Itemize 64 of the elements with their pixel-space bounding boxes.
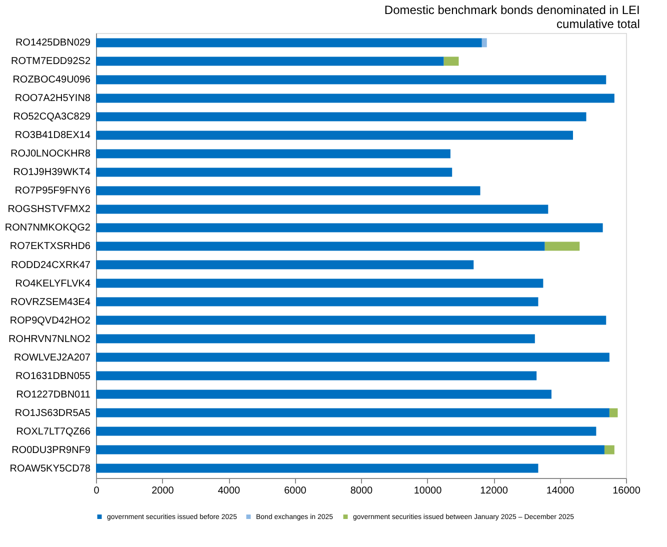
y-tick-label: ROHRVN7NLNO2 xyxy=(8,334,91,345)
y-tick-label: ROWLVEJ2A207 xyxy=(14,352,91,364)
bar xyxy=(96,408,610,418)
y-tick-label: ROZBOC49U096 xyxy=(12,74,91,86)
y-tick-label: ROGSHSTVFMX2 xyxy=(8,204,91,216)
bar xyxy=(96,204,548,214)
bar xyxy=(544,242,580,251)
y-tick-label: RO0DU3PR9NF9 xyxy=(12,444,91,456)
x-tick-label: 4000 xyxy=(218,486,241,496)
y-tick-label: RO1425DBN029 xyxy=(15,38,91,49)
x-tick-label: 8000 xyxy=(350,486,374,496)
y-tick-label: ROP9QVD42HO2 xyxy=(10,315,91,326)
x-tick-label: 16000 xyxy=(612,486,641,496)
y-tick-label: ROJ0LNOCKHR8 xyxy=(10,148,91,160)
y-tick-label: RO52CQA3C829 xyxy=(13,112,91,123)
bar xyxy=(96,297,538,306)
bar xyxy=(96,445,604,454)
y-tick-label: RO4KELYFLVK4 xyxy=(15,278,91,290)
x-tick-label: 2000 xyxy=(152,486,174,496)
y-tick-label: ROTM7EDD92S2 xyxy=(11,56,91,68)
x-tick-label: 14000 xyxy=(546,486,575,496)
bar xyxy=(609,408,618,418)
bar xyxy=(96,94,614,103)
text: cumulative total xyxy=(556,17,640,31)
bar xyxy=(482,38,487,48)
bar xyxy=(96,278,544,288)
bar xyxy=(96,316,606,325)
x-tick-label: 6000 xyxy=(284,486,307,496)
y-tick-label: ROO7A2H5YIN8 xyxy=(14,93,91,104)
x-tick-label: 10000 xyxy=(414,486,442,496)
bar xyxy=(96,426,596,436)
y-tick-label: RO1227DBN011 xyxy=(16,389,91,400)
y-tick-label: ROAW5KY5CD78 xyxy=(10,463,91,474)
bar xyxy=(96,38,482,48)
bar xyxy=(96,464,538,473)
bar xyxy=(96,168,452,177)
bar xyxy=(96,242,545,251)
bar xyxy=(96,56,444,66)
bar xyxy=(604,445,614,454)
y-tick-label: RO7P95F9FNY6 xyxy=(14,186,91,197)
y-tick-label: RO1JS63DR5A5 xyxy=(14,408,91,419)
y-tick-label: RO7EKTXSRHD6 xyxy=(10,241,91,252)
bar xyxy=(96,334,535,344)
y-tick-label: RO1J9H39WKT4 xyxy=(13,167,91,178)
bar xyxy=(96,130,573,140)
bar xyxy=(444,56,459,66)
y-tick-label: RO3B41D8EX14 xyxy=(14,130,91,142)
x-tick-label: 0 xyxy=(94,486,100,496)
x-tick-label: 12000 xyxy=(480,486,508,496)
bar xyxy=(96,260,474,270)
y-tick-label: RO1631DBN055 xyxy=(15,370,91,382)
bar xyxy=(96,186,480,196)
bar xyxy=(96,371,537,380)
y-tick-label: ROVRZSEM43E4 xyxy=(10,296,91,308)
y-tick-label: ROXL7LT7QZ66 xyxy=(16,426,91,438)
bar xyxy=(96,149,450,158)
bar xyxy=(96,223,603,232)
bar xyxy=(96,352,610,362)
bar xyxy=(96,75,606,84)
y-tick-label: RON7NMKOKQG2 xyxy=(4,222,91,234)
bar xyxy=(96,390,552,399)
bar xyxy=(96,112,586,122)
text: Domestic benchmark bonds denominated in LEI xyxy=(384,3,640,17)
y-tick-label: RODD24CXRK47 xyxy=(11,260,91,271)
